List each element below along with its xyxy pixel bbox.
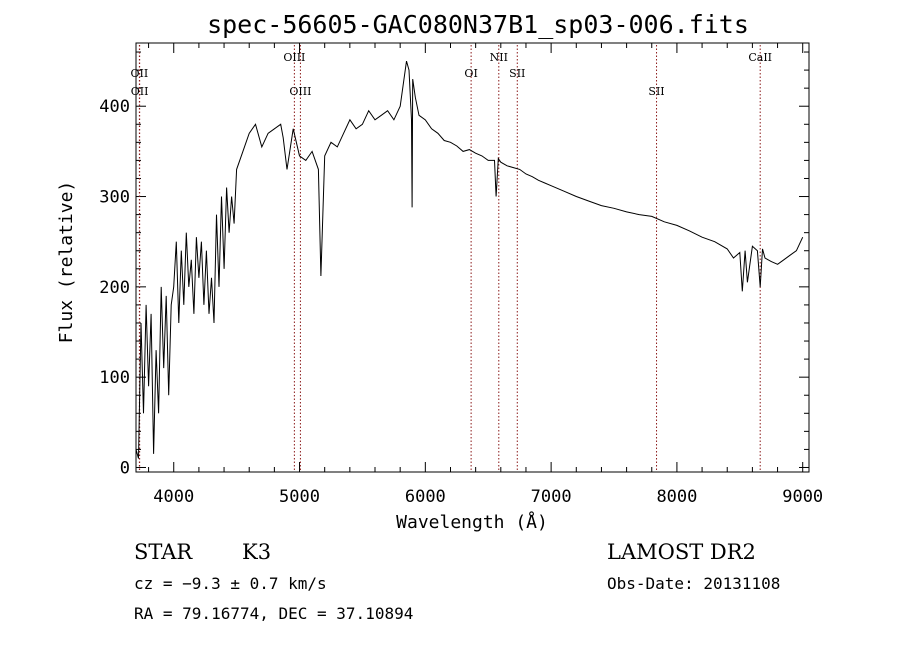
redshift-info: cz = −9.3 ± 0.7 km/s (134, 574, 327, 593)
line-label: NII (490, 51, 508, 64)
x-tick-label: 9000 (782, 487, 823, 507)
spectrum-line (135, 60, 804, 459)
y-axis-label: Flux (relative) (56, 181, 77, 344)
line-label: SII (509, 67, 525, 80)
y-tick-label: 0 (120, 458, 130, 478)
coordinates: RA = 79.16774, DEC = 37.10894 (134, 604, 413, 623)
line-label: CaII (748, 51, 772, 64)
chart-title: spec-56605-GAC080N37B1_sp03-006.fits (207, 10, 749, 39)
y-tick-label: 300 (99, 188, 130, 208)
line-label: OI (464, 67, 477, 80)
y-tick-label: 400 (99, 97, 130, 117)
plot-frame (135, 42, 810, 473)
x-tick-label: 7000 (531, 487, 572, 507)
x-axis-ticks: 4000 5000 6000 7000 8000 9000 (148, 43, 823, 507)
x-tick-label: 6000 (405, 487, 446, 507)
object-class: STAR (134, 540, 193, 564)
line-label: SII (648, 85, 664, 98)
line-label: OIII (289, 85, 311, 98)
y-tick-label: 200 (99, 278, 130, 298)
y-tick-label: 100 (99, 368, 130, 388)
x-tick-label: 5000 (279, 487, 320, 507)
x-tick-label: 4000 (153, 487, 194, 507)
x-tick-label: 8000 (656, 487, 697, 507)
line-label: OII (131, 85, 149, 98)
line-label: OIII (283, 51, 305, 64)
y-axis-ticks: 0 100 200 300 400 (99, 51, 809, 478)
obs-date: Obs-Date: 20131108 (607, 574, 780, 593)
object-subclass: K3 (242, 540, 271, 564)
survey-name: LAMOST DR2 (607, 540, 756, 564)
x-axis-label: Wavelength (Å) (396, 511, 548, 533)
